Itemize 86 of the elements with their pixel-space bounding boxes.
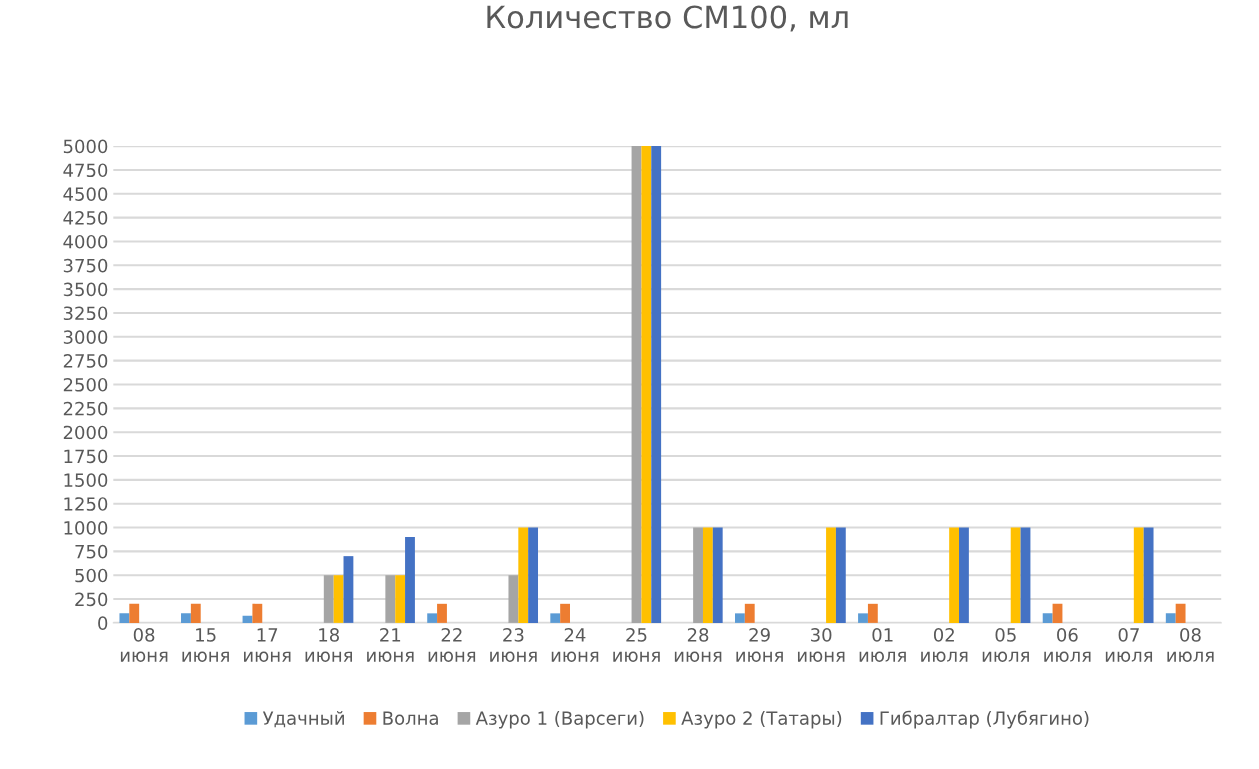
- y-tick-label: 4500: [63, 187, 108, 201]
- x-tick-label: 08 июня: [120, 628, 168, 662]
- bar: [1143, 527, 1154, 623]
- x-tick-label: 24 июня: [551, 628, 599, 662]
- bar: [631, 146, 642, 623]
- bar: [508, 575, 519, 623]
- bar: [1010, 527, 1021, 623]
- bar: [181, 613, 191, 623]
- bar: [550, 613, 561, 623]
- x-tick-label: 21 июня: [367, 628, 414, 662]
- y-tick-label: 4250: [63, 211, 108, 225]
- bar: [528, 527, 539, 623]
- bar: [858, 613, 868, 623]
- x-tick-label: 28 июня: [674, 628, 722, 662]
- y-tick-label: 5000: [63, 139, 108, 154]
- legend-label: Азуро 2 (Татары): [681, 710, 842, 729]
- y-tick-label: 2250: [63, 401, 108, 416]
- x-tick-label: 15 июня: [182, 628, 229, 662]
- bar: [1175, 603, 1186, 623]
- bar: [190, 603, 201, 623]
- bar: [1052, 603, 1063, 623]
- legend-label: Удачный: [262, 711, 344, 728]
- bar: [835, 527, 846, 623]
- x-tick-label: 25 июня: [613, 628, 660, 662]
- chart-title: Количество СМ100, мл: [487, 5, 848, 32]
- legend-label: Волна: [383, 711, 438, 725]
- x-tick-label: 18 июня: [305, 628, 352, 662]
- y-tick-label: 1000: [64, 520, 108, 535]
- bar: [333, 575, 344, 623]
- y-tick-label: 3000: [63, 330, 108, 344]
- x-tick-label: 29 июня: [736, 628, 783, 662]
- bar: [395, 575, 406, 623]
- bar: [744, 603, 755, 623]
- y-tick-label: 3750: [63, 258, 108, 273]
- bar: [1042, 613, 1053, 623]
- x-tick-label: 23 июня: [490, 628, 537, 662]
- x-tick-label: 17 июня: [244, 628, 291, 662]
- y-tick-label: 2750: [63, 354, 108, 368]
- bar: [1165, 613, 1176, 623]
- bar: [959, 527, 969, 623]
- bar: [518, 527, 529, 623]
- bar: [949, 527, 960, 623]
- bar: [1133, 527, 1144, 623]
- x-tick-label: 02 июля: [921, 628, 968, 662]
- bar: [641, 146, 652, 623]
- bar: [560, 603, 571, 623]
- bar: [385, 575, 396, 623]
- x-tick-label: 01 июля: [859, 628, 906, 662]
- y-tick-label: 4750: [63, 163, 108, 178]
- legend-label: Гибралтар (Лубягино): [880, 710, 1089, 729]
- y-tick-label: 3500: [63, 282, 108, 297]
- y-tick-label: 4000: [63, 234, 108, 249]
- bar: [323, 575, 334, 623]
- bar: [242, 615, 253, 623]
- x-tick-label: 07 июля: [1105, 628, 1153, 662]
- y-tick-label: 0: [98, 616, 108, 631]
- bar: [405, 537, 415, 623]
- bar: [437, 603, 447, 623]
- x-tick-label: 06 июля: [1044, 628, 1091, 662]
- bar: [1020, 527, 1031, 623]
- y-tick-label: 500: [75, 568, 108, 583]
- bar: [129, 603, 140, 623]
- bar: [693, 527, 703, 623]
- y-tick-label: 250: [75, 592, 108, 607]
- bar: [343, 556, 354, 623]
- y-tick-label: 750: [75, 544, 108, 559]
- bar: [734, 613, 745, 623]
- bar: [252, 603, 263, 623]
- bar: [867, 603, 878, 623]
- y-tick-label: 1750: [64, 449, 108, 464]
- bar: [712, 527, 723, 623]
- y-tick-label: 3250: [63, 306, 108, 321]
- bar: [702, 527, 713, 623]
- y-tick-label: 1500: [64, 473, 108, 487]
- y-tick-label: 2000: [63, 425, 108, 440]
- x-tick-label: 30 июня: [797, 628, 845, 662]
- bar: [119, 613, 130, 623]
- x-tick-label: 05 июля: [982, 628, 1029, 662]
- y-tick-label: 1250: [64, 497, 108, 511]
- x-tick-label: 08 июля: [1167, 628, 1214, 662]
- y-tick-label: 2500: [63, 377, 108, 392]
- x-tick-label: 22 июня: [428, 628, 476, 662]
- bar: [826, 527, 836, 623]
- legend-label: Азуро 1 (Варсеги): [475, 710, 644, 729]
- bar: [427, 613, 438, 623]
- bar: [651, 146, 662, 623]
